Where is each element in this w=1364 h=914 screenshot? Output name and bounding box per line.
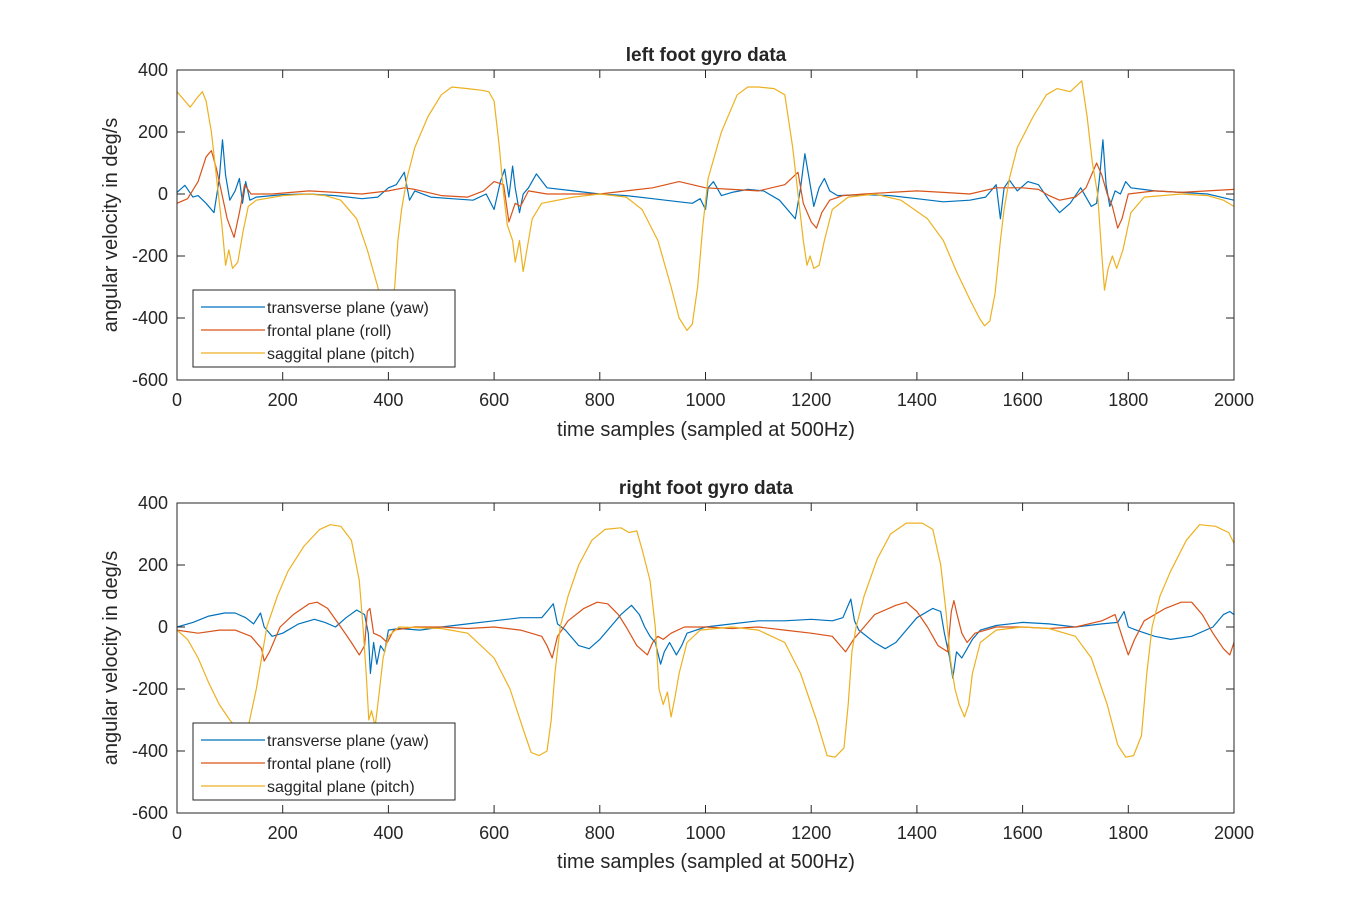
legend-left: transverse plane (yaw) frontal plane (rol… [192, 289, 456, 368]
x-tick-label-left: 1800 [1108, 390, 1148, 410]
x-tick-label-left: 1200 [791, 390, 831, 410]
y-tick-label-left: 200 [138, 122, 168, 142]
x-tick-label-right: 1400 [897, 823, 937, 843]
x-tick-label-right: 1800 [1108, 823, 1148, 843]
series-line-pitch-right [177, 522, 1234, 758]
y-tick-label-right: 200 [138, 555, 168, 575]
plot-area-left: 0 200 400 600 800 1000 1200 1400 1600 1800 2000-60… [132, 60, 1254, 410]
y-tick-label-right: -400 [132, 741, 168, 761]
chart-title-left: left foot gyro data [626, 45, 787, 66]
chart-right-foot: right foot gyro data 0 200 400 600 800 1000 12… [100, 478, 1254, 873]
x-axis-label-right: time samples (sampled at 500Hz) [557, 851, 855, 873]
legend-label-roll-right: frontal plane (roll) [267, 756, 392, 773]
series-line-roll-right [177, 600, 1234, 662]
x-tick-label-right: 200 [268, 823, 298, 843]
x-tick-label-left: 400 [373, 390, 403, 410]
x-tick-label-left: 1600 [1003, 390, 1043, 410]
y-axis-label-left: angular velocity in deg/s [100, 118, 122, 333]
legend-label-pitch-left: saggital plane (pitch) [267, 346, 415, 363]
x-tick-label-left: 800 [585, 390, 615, 410]
y-tick-label-right: -200 [132, 679, 168, 699]
legend-box-left [192, 289, 456, 368]
legend-label-yaw-right: transverse plane (yaw) [267, 733, 429, 750]
series-line-roll-left [177, 150, 1234, 238]
x-tick-label-left: 0 [172, 390, 182, 410]
x-tick-label-right: 2000 [1214, 823, 1254, 843]
x-tick-label-left: 1400 [897, 390, 937, 410]
y-axis-label-right: angular velocity in deg/s [100, 551, 122, 766]
legend-label-pitch-right: saggital plane (pitch) [267, 779, 415, 796]
legend-right: transverse plane (yaw) frontal plane (rol… [192, 722, 456, 801]
y-tick-label-right: 400 [138, 493, 168, 513]
series-lines-left [177, 80, 1234, 331]
y-tick-label-left: -600 [132, 370, 168, 390]
series-line-yaw-left [177, 139, 1234, 220]
x-tick-label-right: 600 [479, 823, 509, 843]
x-tick-label-right: 1600 [1003, 823, 1043, 843]
chart-title-right: right foot gyro data [619, 478, 794, 499]
plot-area-right: 0 200 400 600 800 1000 1200 1400 1600 1800 2000-60… [132, 493, 1254, 843]
y-tick-label-right: 0 [158, 617, 168, 637]
x-axis-label-left: time samples (sampled at 500Hz) [557, 419, 855, 441]
series-line-pitch-left [177, 80, 1234, 331]
legend-label-roll-left: frontal plane (roll) [267, 323, 392, 340]
legend-label-yaw-left: transverse plane (yaw) [267, 300, 429, 317]
chart-left-foot: left foot gyro data 0 200 400 600 800 1000 120… [100, 45, 1254, 441]
series-line-yaw-right [177, 598, 1234, 679]
x-tick-label-left: 1000 [685, 390, 725, 410]
y-tick-label-left: -200 [132, 246, 168, 266]
y-tick-label-left: 0 [158, 184, 168, 204]
y-tick-label-left: -400 [132, 308, 168, 328]
x-tick-label-right: 0 [172, 823, 182, 843]
x-tick-label-right: 1000 [685, 823, 725, 843]
x-tick-label-left: 600 [479, 390, 509, 410]
x-tick-label-right: 800 [585, 823, 615, 843]
legend-box-right [192, 722, 456, 801]
y-tick-label-right: -600 [132, 803, 168, 823]
x-tick-label-right: 400 [373, 823, 403, 843]
series-lines-right [177, 522, 1234, 758]
x-tick-label-right: 1200 [791, 823, 831, 843]
x-tick-label-left: 200 [268, 390, 298, 410]
x-tick-label-left: 2000 [1214, 390, 1254, 410]
y-tick-label-left: 400 [138, 60, 168, 80]
